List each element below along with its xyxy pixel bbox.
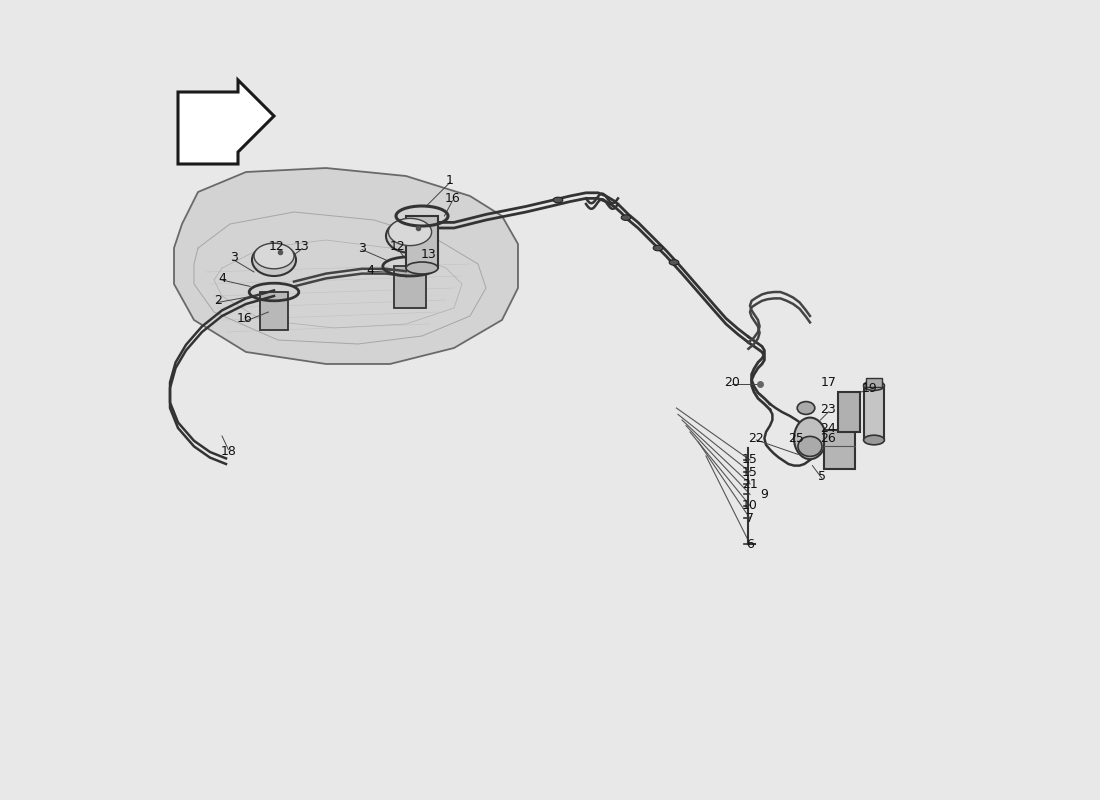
Ellipse shape: [386, 219, 434, 253]
Ellipse shape: [798, 402, 815, 414]
Text: 15: 15: [742, 466, 758, 478]
Text: 23: 23: [821, 403, 836, 416]
Text: 5: 5: [818, 470, 826, 482]
Bar: [864, 386, 884, 440]
Text: 17: 17: [821, 376, 836, 389]
Text: 12: 12: [268, 240, 284, 253]
Ellipse shape: [653, 245, 663, 250]
Text: 19: 19: [862, 382, 878, 394]
Text: 4: 4: [366, 264, 374, 277]
Text: 24: 24: [821, 422, 836, 434]
Ellipse shape: [794, 418, 826, 459]
Bar: [394, 266, 426, 308]
Ellipse shape: [553, 198, 563, 202]
Ellipse shape: [254, 243, 294, 269]
Text: 15: 15: [742, 454, 758, 466]
Bar: [406, 216, 438, 268]
Text: 6: 6: [746, 538, 754, 550]
Text: 9: 9: [760, 488, 768, 501]
Ellipse shape: [864, 435, 884, 445]
Ellipse shape: [388, 218, 431, 246]
Bar: [824, 430, 855, 469]
Text: 13: 13: [420, 248, 437, 261]
Text: 10: 10: [742, 499, 758, 512]
Text: 21: 21: [742, 478, 758, 490]
Ellipse shape: [864, 381, 884, 390]
Text: 26: 26: [821, 432, 836, 445]
Bar: [260, 292, 288, 330]
Bar: [866, 378, 882, 387]
Bar: [838, 392, 860, 432]
Ellipse shape: [798, 437, 822, 456]
Text: 13: 13: [294, 240, 310, 253]
Ellipse shape: [406, 262, 438, 274]
Polygon shape: [178, 80, 274, 164]
Text: 22: 22: [748, 432, 764, 445]
Text: 20: 20: [725, 376, 740, 389]
Ellipse shape: [252, 244, 296, 276]
Text: 3: 3: [230, 251, 238, 264]
Text: 2: 2: [214, 294, 222, 306]
Text: 7: 7: [746, 512, 754, 525]
Text: 18: 18: [220, 446, 236, 458]
Polygon shape: [174, 168, 518, 364]
Ellipse shape: [621, 215, 630, 220]
Text: 4: 4: [218, 272, 226, 285]
Text: 1: 1: [447, 174, 454, 186]
Text: 12: 12: [390, 240, 406, 253]
Ellipse shape: [669, 260, 679, 266]
Text: 16: 16: [236, 312, 252, 325]
Text: 25: 25: [789, 432, 804, 445]
Text: 16: 16: [444, 192, 460, 205]
Text: 3: 3: [359, 242, 366, 254]
